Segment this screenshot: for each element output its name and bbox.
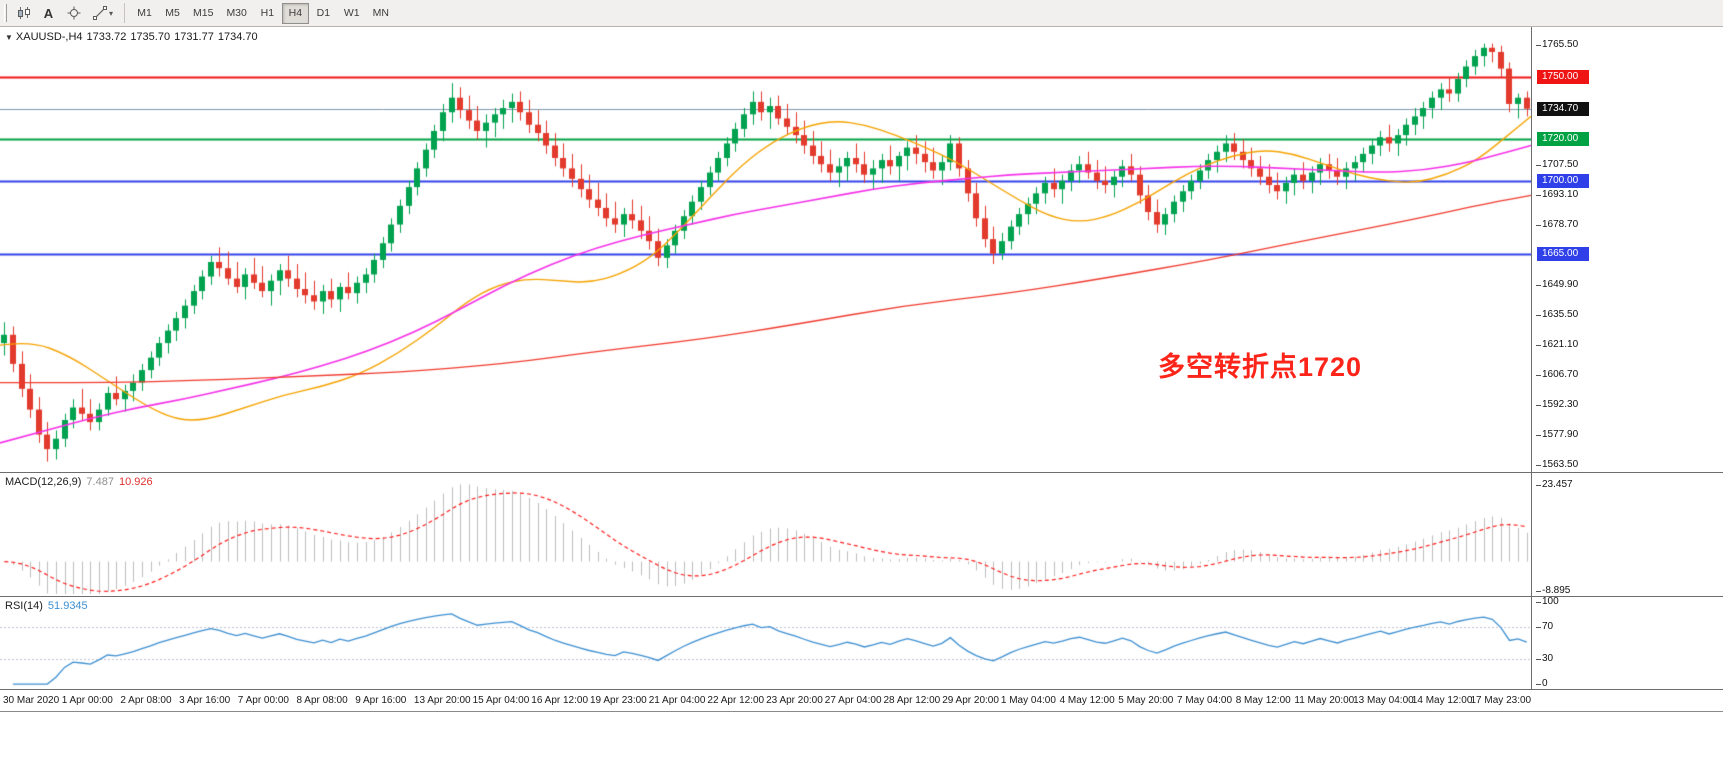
time-axis-label: 9 Apr 16:00 <box>355 695 407 706</box>
level-price-box: 1720.00 <box>1537 132 1589 147</box>
time-axis-label: 7 Apr 00:00 <box>237 695 289 706</box>
macd-indicator-pane: MACD(12,26,9) 7.487 10.926 23.457 -8.895 <box>0 473 1723 597</box>
level-price-box: 1750.00 <box>1537 69 1589 84</box>
timeframe-toolbar: M1 M5 M15 M30 H1 H4 D1 W1 MN <box>131 2 395 24</box>
price-chart-canvas[interactable] <box>0 27 1532 472</box>
timeframe-button-d1[interactable]: D1 <box>310 3 337 24</box>
time-axis-label: 29 Apr 20:00 <box>942 695 999 706</box>
crosshair-button[interactable] <box>61 2 86 24</box>
rsi-indicator-pane: RSI(14) 51.9345 100 70 30 0 <box>0 595 1723 690</box>
text-tool-icon: A <box>43 5 54 21</box>
macd-axis[interactable]: 23.457 -8.895 <box>1535 473 1723 596</box>
axis-tick-label: 1606.70 <box>1535 368 1579 380</box>
symbol-info-line: ▼ XAUUSD-,H4 1733.72 1735.70 1731.77 1734.70 <box>5 31 262 43</box>
time-axis-label: 22 Apr 12:00 <box>707 695 765 706</box>
chart-text-annotation[interactable]: 多空转折点1720 <box>1158 352 1363 382</box>
dropdown-caret-icon: ▾ <box>108 8 113 18</box>
timeframe-button-w1[interactable]: W1 <box>338 3 366 24</box>
axis-tick-label: 70 <box>1535 620 1554 632</box>
ohlc-open: 1733.72 <box>86 31 127 43</box>
timeframe-button-h1[interactable]: H1 <box>254 3 281 24</box>
axis-tick-label: 1577.90 <box>1535 428 1579 440</box>
axis-tick-label: 1635.50 <box>1535 309 1579 320</box>
time-axis-label: 13 Apr 20:00 <box>413 695 471 706</box>
timeframe-button-m30[interactable]: M30 <box>220 3 252 24</box>
time-axis-label: 1 May 04:00 <box>1000 695 1056 706</box>
time-axis-label: 23 Apr 20:00 <box>766 695 823 706</box>
level-price-box: 1700.00 <box>1537 173 1589 188</box>
price-axis[interactable]: 1765.50 1707.50 1693.10 1678.70 1649.90 1635.… <box>1535 27 1723 472</box>
workspace-empty-area <box>0 712 1723 784</box>
symbol-name: XAUUSD-,H4 <box>15 31 83 43</box>
time-axis-label: 30 Mar 2020 <box>3 695 60 706</box>
level-price-box: 1665.00 <box>1537 246 1589 261</box>
time-axis-label: 5 May 20:00 <box>1118 695 1174 706</box>
rsi-label: RSI(14) 51.9345 <box>5 600 93 612</box>
draw-tools-button[interactable]: ▾ <box>86 2 120 24</box>
macd-canvas[interactable] <box>0 473 1532 596</box>
text-tool-button[interactable]: A <box>36 2 61 24</box>
timeframe-button-m15[interactable]: M15 <box>187 3 219 24</box>
candlestick-chart-icon <box>17 7 30 19</box>
time-axis[interactable]: 30 Mar 2020 1 Apr 00:00 2 Apr 08:00 3 Apr 1… <box>0 690 1723 712</box>
main-chart-pane: ▼ XAUUSD-,H4 1733.72 1735.70 1731.77 1734.70 … <box>0 27 1723 473</box>
macd-main-value: 7.487 <box>86 476 114 488</box>
axis-tick-label: 1592.30 <box>1535 398 1579 410</box>
axis-tick-label: 0 <box>1536 678 1548 690</box>
toolbar-grip[interactable] <box>4 4 7 22</box>
axis-tick-label: -8.895 <box>1535 584 1571 596</box>
toolbar-separator <box>124 3 125 23</box>
time-axis-label: 28 Apr 12:00 <box>883 695 941 706</box>
current-price-box: 1734.70 <box>1537 101 1589 116</box>
time-axis-label: 8 May 12:00 <box>1235 695 1291 706</box>
rsi-value: 51.9345 <box>47 600 88 612</box>
time-axis-label: 13 May 04:00 <box>1353 695 1414 706</box>
macd-name: MACD(12,26,9) <box>5 476 82 488</box>
timeframe-button-m5[interactable]: M5 <box>159 3 186 24</box>
time-axis-label: 2 Apr 08:00 <box>120 695 172 706</box>
symbol-expand-icon[interactable]: ▼ <box>5 33 13 42</box>
time-axis-label: 11 May 20:00 <box>1294 695 1355 706</box>
time-axis-label: 19 Apr 23:00 <box>590 695 647 706</box>
time-axis-label: 1 Apr 00:00 <box>61 695 113 706</box>
axis-tick-label: 1621.10 <box>1535 338 1579 350</box>
rsi-axis[interactable]: 100 70 30 0 <box>1535 595 1723 690</box>
rsi-canvas[interactable] <box>0 597 1532 689</box>
axis-tick-label: 1649.90 <box>1535 279 1579 291</box>
crosshair-icon <box>67 6 80 20</box>
axis-tick-label: 1707.50 <box>1535 159 1579 171</box>
time-axis-label: 15 Apr 04:00 <box>472 695 530 706</box>
axis-tick-label: 30 <box>1535 653 1554 665</box>
time-axis-label: 7 May 04:00 <box>1177 695 1233 706</box>
time-axis-label: 4 May 12:00 <box>1059 695 1115 706</box>
time-axis-label: 8 Apr 08:00 <box>296 695 348 706</box>
ohlc-close: 1734.70 <box>217 31 258 43</box>
time-axis-label: 17 May 23:00 <box>1470 695 1532 706</box>
rsi-name: RSI(14) <box>5 600 43 612</box>
time-axis-label: 3 Apr 16:00 <box>179 695 231 706</box>
axis-tick-label: 100 <box>1536 595 1559 607</box>
time-axis-label: 27 Apr 04:00 <box>824 695 882 706</box>
timeframe-button-mn[interactable]: MN <box>367 3 395 24</box>
time-axis-label: 21 Apr 04:00 <box>648 695 706 706</box>
time-axis-label: 16 Apr 12:00 <box>531 695 589 706</box>
top-toolbar: A ▾ M1 M5 M15 M30 H1 H4 D1 W1 MN <box>0 0 1723 27</box>
ohlc-high: 1735.70 <box>130 31 171 43</box>
time-axis-label: 14 May 12:00 <box>1411 695 1473 706</box>
ohlc-low: 1731.77 <box>174 31 214 43</box>
trendline-icon <box>92 6 107 20</box>
axis-tick-label: 1693.10 <box>1535 189 1579 201</box>
timeframe-button-m1[interactable]: M1 <box>131 3 158 24</box>
chart-type-button[interactable] <box>11 2 36 24</box>
timeframe-button-h4[interactable]: H4 <box>281 2 309 24</box>
axis-tick-label: 1563.50 <box>1535 458 1579 470</box>
macd-label: MACD(12,26,9) 7.487 10.926 <box>5 476 158 488</box>
axis-tick-label: 1678.70 <box>1535 219 1579 231</box>
macd-signal-value: 10.926 <box>118 476 153 488</box>
axis-tick-label: 1765.50 <box>1535 38 1579 50</box>
axis-tick-label: 23.457 <box>1536 478 1573 490</box>
